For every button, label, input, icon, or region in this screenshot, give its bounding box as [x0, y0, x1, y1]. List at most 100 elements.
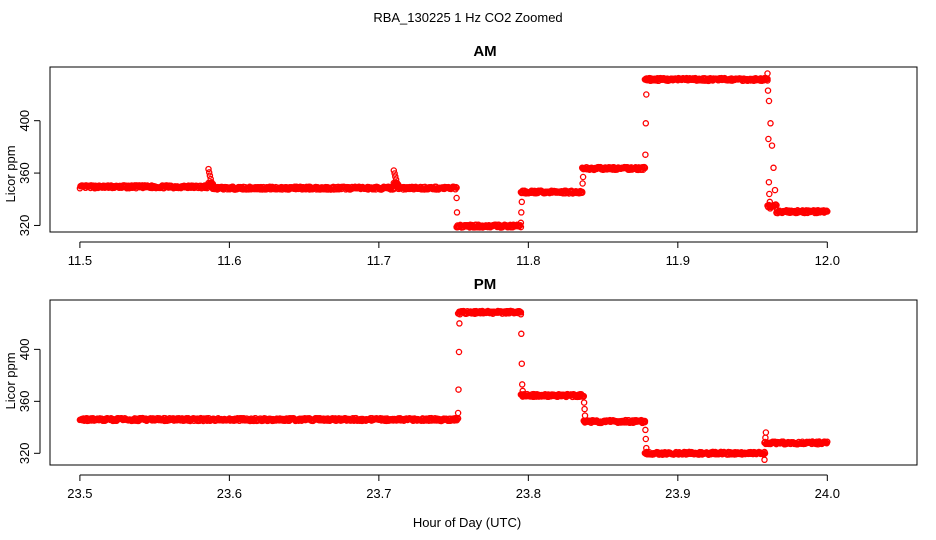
pm-data-point	[455, 386, 462, 393]
am-data-point	[517, 223, 525, 231]
am-data-point	[517, 219, 525, 227]
pm-data-point	[581, 412, 589, 419]
pm-data-point	[762, 429, 770, 436]
am-data-point	[767, 120, 774, 127]
am-data-point	[205, 169, 213, 176]
pm-x-tick-label: 23.9	[665, 486, 690, 501]
am-data-point	[392, 176, 400, 183]
pm-x-tick-label: 23.6	[217, 486, 242, 501]
am-data-point	[768, 142, 776, 149]
pm-data-point	[643, 444, 650, 452]
figure-title: RBA_130225 1 Hz CO2 Zoomed	[373, 10, 562, 25]
am-y-tick-label: 400	[17, 110, 32, 132]
am-data-point	[391, 170, 398, 177]
am-data-point	[643, 91, 650, 98]
am-data-point	[390, 167, 398, 174]
am-data-point	[208, 178, 215, 186]
am-data-point	[518, 198, 526, 206]
pm-y-axis-label: Licor ppm	[3, 352, 18, 409]
am-data-point	[764, 70, 771, 77]
pm-x-tick-label: 23.7	[366, 486, 391, 501]
pm-data-point	[517, 309, 525, 316]
pm-data-point	[518, 330, 525, 338]
am-data-point	[765, 97, 773, 105]
pm-y-tick-label: 320	[17, 442, 32, 464]
am-data-point	[453, 209, 461, 216]
am-x-tick-label: 11.9	[666, 253, 690, 268]
pm-data-point	[642, 426, 649, 434]
am-data-point	[453, 184, 460, 191]
pm-data-point	[761, 456, 768, 464]
am-data-point	[771, 186, 779, 194]
am-data-point	[766, 190, 773, 198]
pm-data-points	[76, 307, 831, 464]
am-data-point	[766, 205, 774, 212]
am-data-point	[206, 172, 214, 179]
pm-y-tick-label: 360	[17, 390, 32, 412]
am-data-point	[643, 76, 650, 84]
am-data-point	[642, 120, 650, 127]
pm-data-point	[455, 348, 463, 356]
pm-x-axis: 23.5 23.6 23.7 23.8 23.9 24.0	[67, 474, 840, 501]
am-data-point	[453, 194, 460, 202]
pm-data-point	[456, 320, 463, 327]
am-data-point	[518, 209, 525, 216]
pm-data-point	[824, 438, 831, 446]
am-data-point	[824, 208, 831, 215]
am-x-tick-label: 11.7	[367, 253, 391, 268]
am-data-point	[770, 164, 777, 172]
pm-data-point	[456, 311, 464, 318]
am-data-point	[765, 135, 772, 143]
am-data-point	[454, 222, 461, 229]
am-data-point	[765, 178, 773, 186]
pm-data-point	[642, 435, 650, 443]
am-data-point	[641, 164, 649, 172]
pm-panel-title: PM	[474, 276, 497, 293]
am-panel: AM Licor ppm 11.5 11.6 11.7 11.8 11.9 12.0 320…	[3, 43, 918, 268]
pm-data-point	[641, 418, 649, 426]
pm-data-point	[581, 405, 588, 413]
am-data-point	[579, 173, 587, 181]
pm-data-point	[761, 450, 769, 457]
pm-data-point	[518, 360, 526, 367]
am-y-tick-label: 360	[17, 162, 32, 184]
pm-data-point	[580, 399, 588, 406]
am-x-tick-label: 12.0	[815, 253, 840, 268]
pm-y-tick-label: 400	[17, 339, 32, 361]
am-x-tick-label: 11.8	[516, 253, 540, 268]
am-data-point	[207, 175, 214, 183]
am-x-tick-label: 11.6	[217, 253, 241, 268]
am-y-axis: 320 360 400	[17, 110, 41, 237]
figure-x-axis-label: Hour of Day (UTC)	[413, 515, 521, 530]
pm-data-point	[454, 409, 462, 417]
pm-data-point	[518, 381, 526, 388]
am-x-axis: 11.5 11.6 11.7 11.8 11.9 12.0	[68, 241, 840, 268]
am-panel-title: AM	[473, 43, 496, 60]
am-data-point	[392, 173, 399, 180]
am-data-point	[580, 165, 587, 173]
am-y-tick-label: 320	[17, 215, 32, 237]
am-data-point	[766, 198, 774, 206]
pm-panel: PM Licor ppm 23.5 23.6 23.7 23.8 23.9 24.0 320…	[3, 276, 918, 501]
am-data-point	[518, 189, 526, 196]
am-data-points	[76, 70, 831, 231]
am-data-point	[764, 87, 772, 94]
am-plot-frame	[49, 66, 918, 233]
pm-data-point	[519, 391, 527, 399]
pm-data-point	[582, 417, 589, 425]
pm-data-point	[519, 387, 526, 395]
pm-x-tick-label: 24.0	[815, 486, 840, 501]
am-data-point	[205, 165, 212, 173]
pm-data-point	[517, 311, 525, 318]
am-x-tick-label: 11.5	[68, 253, 92, 268]
am-data-point	[578, 189, 586, 196]
pm-x-tick-label: 23.8	[516, 486, 541, 501]
pm-x-tick-label: 23.5	[67, 486, 92, 501]
am-data-point	[642, 151, 649, 158]
pm-plot-frame	[49, 299, 918, 466]
am-y-axis-label: Licor ppm	[3, 145, 18, 202]
pm-data-point	[580, 392, 587, 400]
am-data-point	[579, 180, 586, 187]
pm-data-point	[643, 448, 650, 456]
